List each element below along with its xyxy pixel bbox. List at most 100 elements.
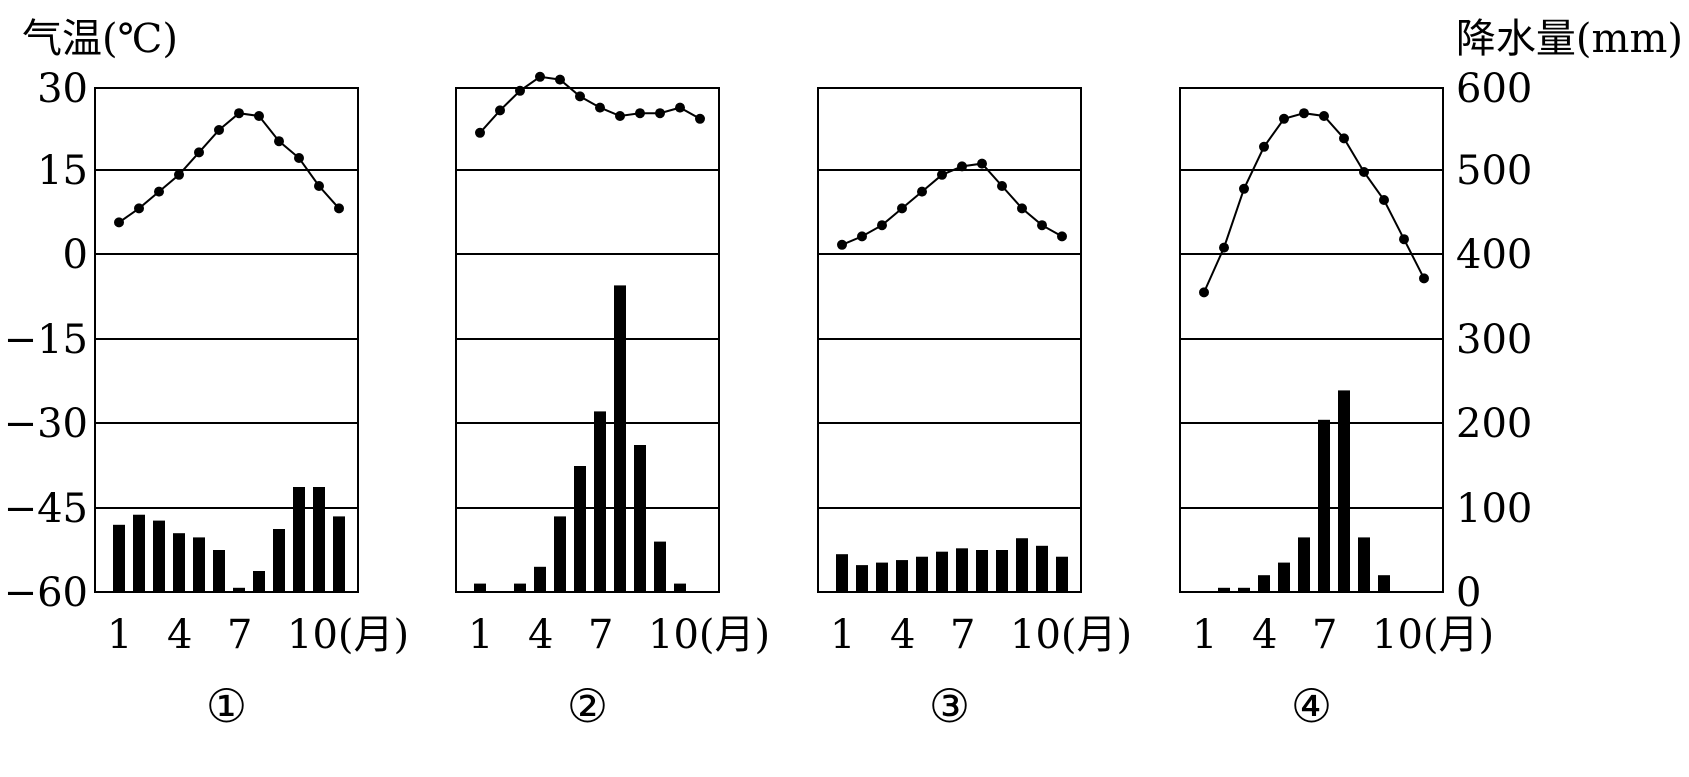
precipitation-bar (956, 548, 968, 592)
precipitation-bar (1378, 575, 1390, 592)
left-axis-ticks: 30 15 0 −15 −30 −45 −60 (4, 66, 88, 616)
temperature-point (937, 169, 947, 180)
month-tick-label: 7 (1312, 612, 1337, 658)
temperature-point (234, 108, 244, 119)
right-tick-label: 200 (1456, 401, 1532, 447)
precipitation-bar (193, 537, 205, 592)
temperature-point (535, 71, 545, 82)
left-tick-label: 0 (63, 232, 88, 278)
precipitation-bar (1258, 575, 1270, 592)
precipitation-bar (253, 571, 265, 592)
temperature-line (841, 162, 1063, 246)
precipitation-bar (654, 541, 666, 592)
right-tick-label: 600 (1456, 66, 1532, 112)
temperature-point (615, 111, 625, 121)
precipitation-bar (936, 551, 948, 592)
temperature-point (1037, 220, 1047, 231)
temperature-point (1017, 203, 1027, 214)
temperature-point (1279, 113, 1289, 124)
precipitation-bar (173, 533, 185, 592)
month-tick-label: 1 (830, 612, 855, 658)
month-tick-label: 10(月) (1010, 612, 1132, 658)
month-tick-label: 1 (1192, 612, 1217, 658)
precipitation-bar (113, 524, 125, 592)
panel-label: ① (206, 679, 247, 733)
month-tick-label: 4 (890, 612, 915, 658)
temperature-point (334, 203, 344, 214)
precipitation-bar (614, 285, 626, 592)
temperature-point (957, 161, 967, 172)
precipitation-bar (133, 514, 145, 592)
temperature-point (837, 239, 847, 250)
left-axis-title: 气温(℃) (22, 16, 178, 62)
right-tick-label: 300 (1456, 317, 1532, 363)
precipitation-bar (153, 520, 165, 592)
month-tick-label: 7 (588, 612, 613, 658)
right-tick-label: 500 (1456, 148, 1532, 194)
right-axis-ticks: 600 500 400 300 200 100 0 (1456, 66, 1532, 616)
precipitation-bar (674, 583, 686, 592)
month-tick-label: 4 (1252, 612, 1277, 658)
month-tick-label: 7 (950, 612, 975, 658)
left-tick-label: −15 (4, 317, 88, 363)
panel-frame (455, 87, 720, 593)
precipitation-bar (896, 560, 908, 592)
temperature-point (1057, 231, 1067, 242)
right-tick-label: 100 (1456, 486, 1532, 532)
precipitation-bar (836, 554, 848, 592)
temperature-point (695, 113, 705, 124)
temperature-point (675, 102, 685, 113)
precipitation-bar (594, 411, 606, 592)
temperature-point (555, 74, 565, 85)
temperature-point (595, 102, 605, 113)
precipitation-bar (514, 583, 526, 592)
panel-label: ② (567, 679, 608, 733)
precipitation-bar (996, 550, 1008, 592)
temperature-point (897, 203, 907, 214)
temperature-point (314, 181, 324, 191)
panel-label: ④ (1291, 679, 1332, 733)
temperature-point (575, 91, 585, 102)
temperature-line (118, 112, 340, 224)
temperature-point (1339, 133, 1349, 144)
precipitation-bar (1318, 419, 1330, 592)
temperature-point (1419, 273, 1429, 284)
temperature-point (1299, 108, 1309, 119)
month-tick-label: 10(月) (287, 612, 409, 658)
temperature-point (1379, 195, 1389, 205)
precipitation-bar (574, 466, 586, 592)
precipitation-bar (1338, 390, 1350, 592)
panel-frame (94, 87, 359, 593)
precipitation-bar (1016, 538, 1028, 592)
temperature-point (194, 147, 204, 158)
precipitation-bar (876, 562, 888, 592)
temperature-point (977, 158, 987, 169)
temperature-point (655, 108, 665, 119)
precipitation-bar (313, 487, 325, 592)
climate-chart-1: 1 4 7 10(月) ① (94, 87, 409, 733)
month-tick-label: 10(月) (1372, 612, 1494, 658)
temperature-point (1399, 234, 1409, 245)
right-tick-label: 400 (1456, 232, 1532, 278)
month-tick-label: 4 (167, 612, 192, 658)
right-tick-label: 0 (1456, 570, 1481, 616)
precipitation-bar (976, 550, 988, 592)
temperature-point (997, 181, 1007, 191)
precipitation-bar (333, 516, 345, 592)
precipitation-bar (233, 587, 245, 592)
temperature-point (114, 217, 124, 228)
panel-frame (1179, 87, 1444, 593)
temperature-point (1259, 141, 1269, 152)
temperature-point (1219, 242, 1229, 253)
temperature-point (134, 203, 144, 214)
temperature-point (475, 127, 485, 138)
precipitation-bar (474, 583, 486, 592)
precipitation-bar (273, 529, 285, 592)
precipitation-bar (534, 566, 546, 592)
precipitation-bar (1056, 556, 1068, 592)
precipitation-bar (554, 516, 566, 592)
left-tick-label: 30 (37, 66, 88, 112)
precipitation-bar (1238, 587, 1250, 592)
left-tick-label: −60 (4, 570, 88, 616)
